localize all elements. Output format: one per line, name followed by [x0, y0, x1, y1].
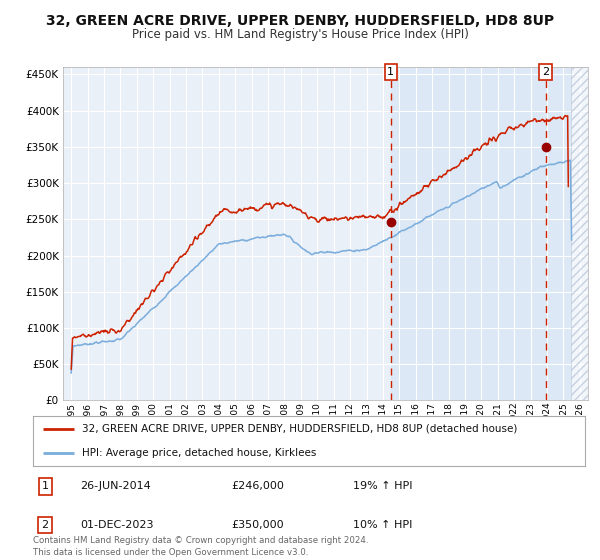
- Text: 26-JUN-2014: 26-JUN-2014: [80, 482, 151, 492]
- Text: 1: 1: [41, 482, 49, 492]
- Text: Price paid vs. HM Land Registry's House Price Index (HPI): Price paid vs. HM Land Registry's House …: [131, 28, 469, 41]
- Text: HPI: Average price, detached house, Kirklees: HPI: Average price, detached house, Kirk…: [82, 448, 316, 458]
- Text: 32, GREEN ACRE DRIVE, UPPER DENBY, HUDDERSFIELD, HD8 8UP (detached house): 32, GREEN ACRE DRIVE, UPPER DENBY, HUDDE…: [82, 423, 517, 433]
- Text: 19% ↑ HPI: 19% ↑ HPI: [353, 482, 413, 492]
- Text: 10% ↑ HPI: 10% ↑ HPI: [353, 520, 413, 530]
- Text: 1: 1: [387, 67, 394, 77]
- Text: 2: 2: [41, 520, 49, 530]
- Text: £350,000: £350,000: [232, 520, 284, 530]
- Text: £246,000: £246,000: [232, 482, 284, 492]
- Text: 32, GREEN ACRE DRIVE, UPPER DENBY, HUDDERSFIELD, HD8 8UP: 32, GREEN ACRE DRIVE, UPPER DENBY, HUDDE…: [46, 14, 554, 28]
- Text: Contains HM Land Registry data © Crown copyright and database right 2024.
This d: Contains HM Land Registry data © Crown c…: [33, 536, 368, 557]
- Bar: [391, 67, 588, 400]
- Text: 2: 2: [542, 67, 549, 77]
- Text: 01-DEC-2023: 01-DEC-2023: [80, 520, 154, 530]
- Bar: [571, 67, 588, 400]
